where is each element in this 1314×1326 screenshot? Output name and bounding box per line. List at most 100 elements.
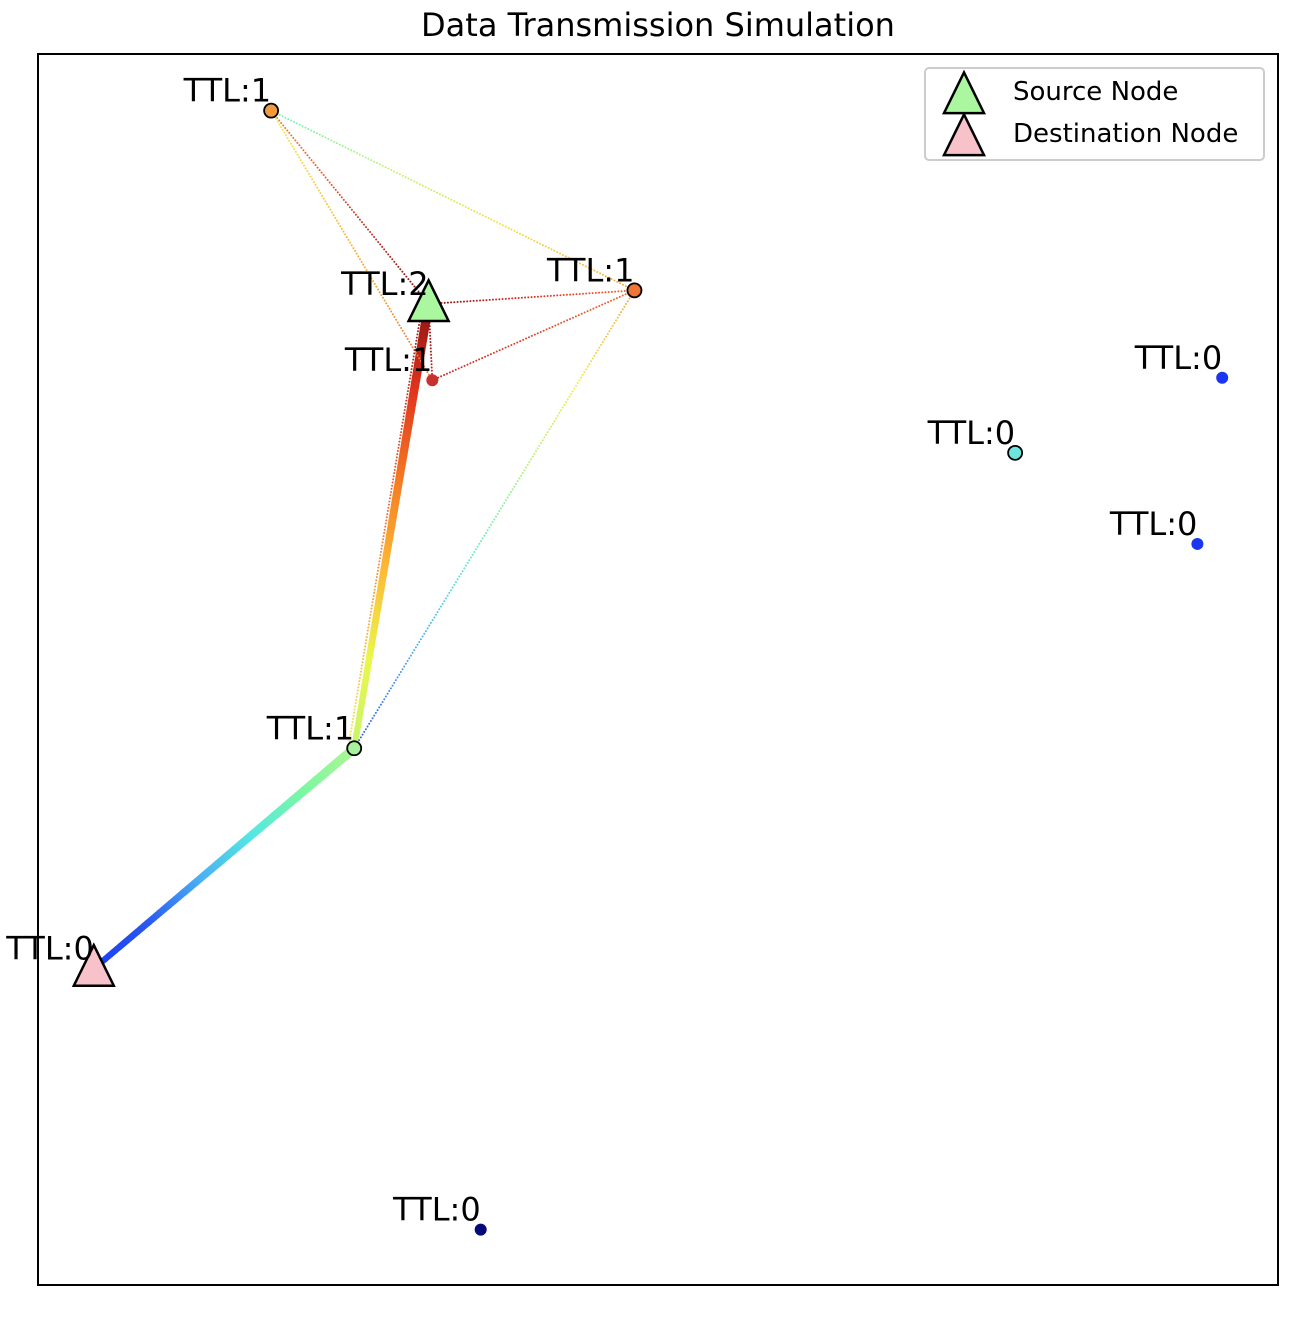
link-dot	[524, 235, 527, 238]
link-dot	[320, 171, 323, 174]
link-dot	[381, 164, 384, 167]
link-dot	[384, 695, 387, 698]
link-dot	[413, 349, 416, 352]
link-dot	[378, 560, 381, 563]
link-dot	[418, 640, 421, 643]
link-dot	[607, 276, 610, 279]
link-source-n1	[270, 109, 430, 305]
link-dot	[371, 717, 374, 720]
link-dot	[402, 415, 405, 418]
link-dot	[403, 273, 406, 276]
link-dot	[530, 334, 533, 337]
link-dot	[383, 531, 386, 534]
link-dot	[359, 670, 362, 673]
link-dot	[387, 503, 390, 506]
link-dot	[290, 119, 293, 122]
link-dot	[423, 365, 426, 368]
link-dot	[456, 201, 459, 204]
link-dot	[406, 390, 409, 393]
link-dot	[338, 143, 341, 146]
link-dot	[566, 398, 569, 401]
link-dot	[567, 256, 570, 259]
link-dot	[304, 126, 307, 129]
link-dot	[375, 576, 378, 579]
link-dot	[348, 736, 351, 739]
link-dot	[383, 248, 386, 251]
link-dot	[386, 509, 389, 512]
link-dot	[385, 302, 388, 305]
link-dot	[416, 181, 419, 184]
link-dot	[342, 198, 345, 201]
link-dot	[533, 333, 536, 336]
link-dot	[520, 296, 523, 299]
link-dot	[573, 259, 576, 262]
link-dot	[365, 635, 368, 638]
link-dot	[377, 566, 380, 569]
link-dot	[614, 290, 617, 293]
link-dot	[355, 152, 358, 155]
link-dot	[356, 689, 359, 692]
link-dot	[417, 327, 420, 330]
link-dot	[540, 295, 543, 298]
link-dot	[399, 434, 402, 437]
link-dot	[571, 390, 574, 393]
link-dot	[393, 468, 396, 471]
link-dot	[547, 246, 550, 249]
link-dot	[376, 569, 379, 572]
link-dot	[348, 739, 351, 742]
link-dot	[416, 643, 419, 646]
link-dot	[430, 360, 433, 363]
link-dot	[407, 177, 410, 180]
link-dot	[438, 193, 441, 196]
link-dot	[595, 352, 598, 355]
link-dot	[504, 297, 507, 300]
link-dot	[364, 728, 367, 731]
link-dot	[278, 119, 281, 122]
link-dot	[339, 225, 342, 228]
link-dot	[370, 159, 373, 162]
link-dot	[429, 621, 432, 624]
link-dot	[595, 306, 598, 309]
link-dot	[358, 153, 361, 156]
link-dot	[561, 406, 564, 409]
link-dot	[403, 412, 406, 415]
link-dot	[345, 236, 348, 239]
link-dot	[349, 241, 352, 244]
ttl-label-n8: TTL:0	[392, 1191, 481, 1229]
link-dot	[304, 167, 307, 170]
link-dot	[350, 149, 353, 152]
link-dot	[362, 658, 365, 661]
link-dot	[535, 450, 538, 453]
link-dot	[594, 291, 597, 294]
link-dot	[364, 642, 367, 645]
link-dot	[316, 166, 319, 169]
link-dot	[393, 472, 396, 475]
link-dot	[401, 270, 404, 273]
link-dot	[450, 198, 453, 201]
link-dot	[598, 291, 601, 294]
link-dot	[451, 586, 454, 589]
link-dot	[467, 207, 470, 210]
link-dot	[513, 229, 516, 232]
link-dot	[593, 354, 596, 357]
link-dot	[398, 440, 401, 443]
link-dot	[443, 374, 446, 377]
node-marker-n4	[346, 740, 363, 757]
link-dot	[485, 299, 488, 302]
link-dot	[470, 208, 473, 211]
link-dot	[438, 608, 441, 611]
link-dot	[580, 376, 583, 379]
link-dot	[464, 564, 467, 567]
link-dot	[622, 283, 624, 286]
link-dot	[591, 292, 594, 295]
link-dot	[380, 550, 382, 553]
legend: Source Node Destination Node	[924, 67, 1265, 161]
link-dot	[506, 496, 509, 499]
link-dot	[321, 194, 324, 197]
link-dot	[484, 355, 487, 358]
link-dot	[329, 208, 332, 211]
link-source-n2	[427, 289, 636, 305]
link-dot	[375, 579, 378, 582]
link-dot	[413, 649, 416, 652]
nodes-layer	[71, 102, 1229, 1236]
